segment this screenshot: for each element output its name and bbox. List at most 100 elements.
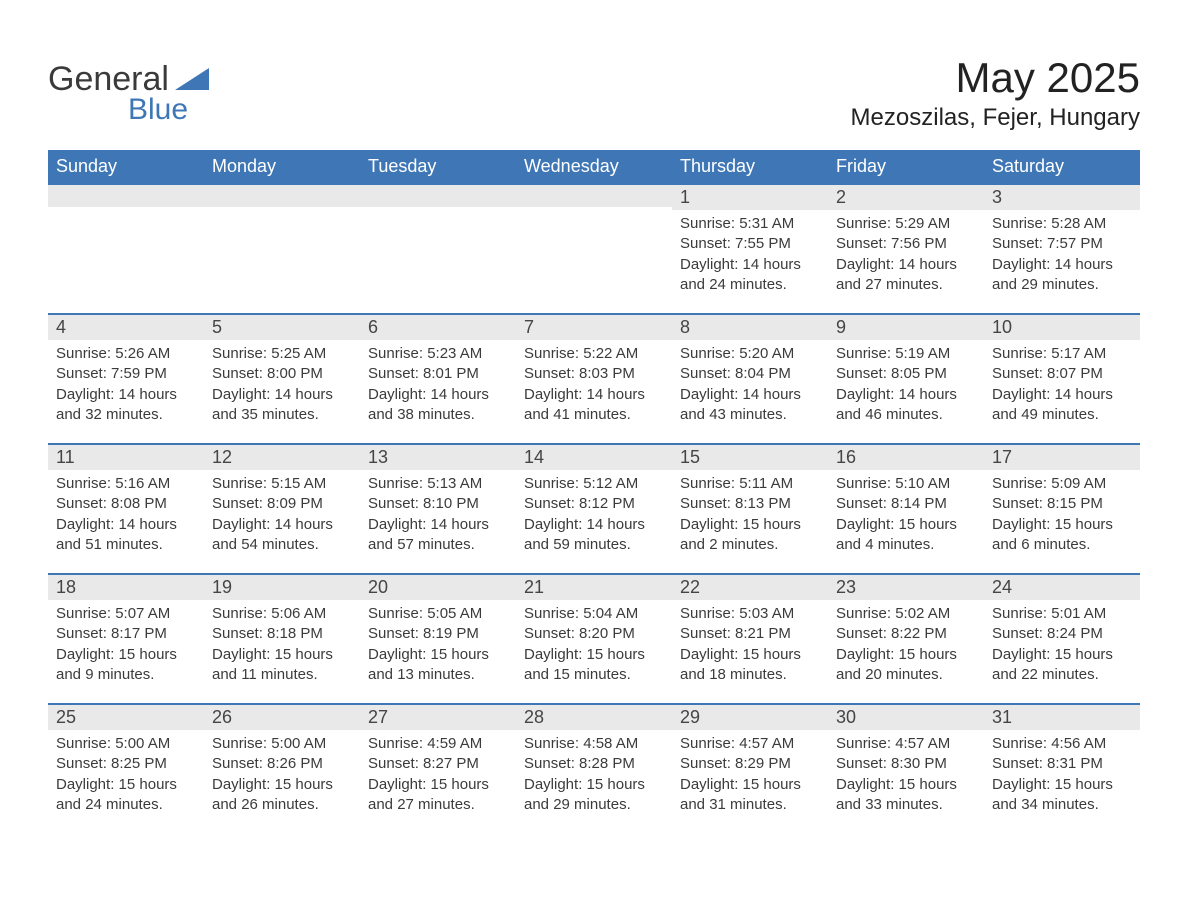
day-detail-line: Sunset: 8:08 PM	[56, 494, 196, 514]
day-detail-line: Sunset: 8:28 PM	[524, 754, 664, 774]
day-detail-line: Daylight: 15 hours and 29 minutes.	[524, 775, 664, 816]
day-number: 31	[984, 705, 1140, 730]
day-detail-line: Daylight: 14 hours and 32 minutes.	[56, 385, 196, 426]
day-detail-line: Sunrise: 5:25 AM	[212, 344, 352, 364]
day-detail-line: Sunset: 8:24 PM	[992, 624, 1132, 644]
title-block: May 2025 Mezoszilas, Fejer, Hungary	[851, 40, 1140, 142]
calendar-cell: 17Sunrise: 5:09 AMSunset: 8:15 PMDayligh…	[984, 444, 1140, 574]
day-detail-line: Sunrise: 5:17 AM	[992, 344, 1132, 364]
day-details: Sunrise: 5:20 AMSunset: 8:04 PMDaylight:…	[672, 340, 828, 433]
calendar-cell: 13 Sunrise: 5:13 AMSunset: 8:10 PMDayligh…	[360, 444, 516, 574]
page-header: General Blue May 2025 Mezoszilas, Fejer,…	[48, 40, 1140, 142]
day-detail-line: Daylight: 14 hours and 57 minutes.	[368, 515, 508, 556]
calendar-cell: 22Sunrise: 5:03 AMSunset: 8:21 PMDayligh…	[672, 574, 828, 704]
day-number: 16	[828, 445, 984, 470]
calendar-head: SundayMondayTuesdayWednesdayThursdayFrid…	[48, 150, 1140, 184]
calendar-week: 11Sunrise: 5:16 AMSunset: 8:08 PMDayligh…	[48, 444, 1140, 574]
day-details: Sunrise: 5:22 AMSunset: 8:03 PMDaylight:…	[516, 340, 672, 433]
day-detail-line: Sunset: 8:21 PM	[680, 624, 820, 644]
day-number: 27	[360, 705, 516, 730]
day-detail-line: Daylight: 14 hours and 27 minutes.	[836, 255, 976, 296]
day-detail-line: Sunrise: 5:13 AM	[368, 474, 508, 494]
calendar-cell: 21Sunrise: 5:04 AMSunset: 8:20 PMDayligh…	[516, 574, 672, 704]
day-detail-line: Sunrise: 5:04 AM	[524, 604, 664, 624]
day-detail-line: Sunrise: 5:03 AM	[680, 604, 820, 624]
day-detail-line: Daylight: 15 hours and 31 minutes.	[680, 775, 820, 816]
day-detail-line: Daylight: 15 hours and 22 minutes.	[992, 645, 1132, 686]
day-detail-line: Sunset: 8:00 PM	[212, 364, 352, 384]
day-detail-line: Sunset: 8:04 PM	[680, 364, 820, 384]
calendar-week: 4Sunrise: 5:26 AMSunset: 7:59 PMDaylight…	[48, 314, 1140, 444]
day-detail-line: Daylight: 15 hours and 24 minutes.	[56, 775, 196, 816]
day-detail-line: Daylight: 15 hours and 13 minutes.	[368, 645, 508, 686]
day-number: 14	[516, 445, 672, 470]
day-details: Sunrise: 5:31 AMSunset: 7:55 PMDaylight:…	[672, 210, 828, 303]
calendar-cell: 2Sunrise: 5:29 AMSunset: 7:56 PMDaylight…	[828, 184, 984, 314]
day-details: Sunrise: 5:05 AMSunset: 8:19 PMDaylight:…	[360, 600, 516, 693]
day-details: Sunrise: 5:10 AMSunset: 8:14 PMDaylight:…	[828, 470, 984, 563]
day-detail-line: Sunrise: 5:23 AM	[368, 344, 508, 364]
day-detail-line: Sunrise: 4:59 AM	[368, 734, 508, 754]
day-detail-line: Sunrise: 5:07 AM	[56, 604, 196, 624]
day-number: 3	[984, 185, 1140, 210]
day-detail-line: Sunrise: 5:20 AM	[680, 344, 820, 364]
day-detail-line: Sunset: 7:59 PM	[56, 364, 196, 384]
day-detail-line: Daylight: 14 hours and 49 minutes.	[992, 385, 1132, 426]
calendar-week: 1Sunrise: 5:31 AMSunset: 7:55 PMDaylight…	[48, 184, 1140, 314]
day-number: 12	[204, 445, 360, 470]
day-detail-line: Sunrise: 5:01 AM	[992, 604, 1132, 624]
calendar-cell: 26Sunrise: 5:00 AMSunset: 8:26 PMDayligh…	[204, 704, 360, 834]
day-detail-line: Sunrise: 5:12 AM	[524, 474, 664, 494]
day-detail-line: Sunrise: 4:57 AM	[836, 734, 976, 754]
day-details: Sunrise: 4:56 AMSunset: 8:31 PMDaylight:…	[984, 730, 1140, 823]
day-detail-line: Sunset: 8:22 PM	[836, 624, 976, 644]
weekday-header: Monday	[204, 150, 360, 184]
day-number: 4	[48, 315, 204, 340]
day-detail-line: Sunset: 8:20 PM	[524, 624, 664, 644]
calendar-body: 1Sunrise: 5:31 AMSunset: 7:55 PMDaylight…	[48, 184, 1140, 834]
calendar-cell: 3Sunrise: 5:28 AMSunset: 7:57 PMDaylight…	[984, 184, 1140, 314]
day-details	[204, 207, 360, 287]
calendar-cell: 4Sunrise: 5:26 AMSunset: 7:59 PMDaylight…	[48, 314, 204, 444]
calendar-week: 18Sunrise: 5:07 AMSunset: 8:17 PMDayligh…	[48, 574, 1140, 704]
calendar-cell: 7Sunrise: 5:22 AMSunset: 8:03 PMDaylight…	[516, 314, 672, 444]
calendar-cell: 11Sunrise: 5:16 AMSunset: 8:08 PMDayligh…	[48, 444, 204, 574]
day-details: Sunrise: 5:06 AMSunset: 8:18 PMDaylight:…	[204, 600, 360, 693]
day-detail-line: Daylight: 15 hours and 26 minutes.	[212, 775, 352, 816]
day-details: Sunrise: 5:09 AMSunset: 8:15 PMDaylight:…	[984, 470, 1140, 563]
day-number: 28	[516, 705, 672, 730]
calendar-cell: 31Sunrise: 4:56 AMSunset: 8:31 PMDayligh…	[984, 704, 1140, 834]
day-details: Sunrise: 5:03 AMSunset: 8:21 PMDaylight:…	[672, 600, 828, 693]
day-details: Sunrise: 5:15 AMSunset: 8:09 PMDaylight:…	[204, 470, 360, 563]
day-details: Sunrise: 5:16 AMSunset: 8:08 PMDaylight:…	[48, 470, 204, 563]
day-detail-line: Daylight: 14 hours and 24 minutes.	[680, 255, 820, 296]
day-number: 29	[672, 705, 828, 730]
day-detail-line: Sunset: 8:25 PM	[56, 754, 196, 774]
day-details: Sunrise: 5:19 AMSunset: 8:05 PMDaylight:…	[828, 340, 984, 433]
day-number: 13	[360, 445, 516, 470]
day-detail-line: Sunrise: 5:28 AM	[992, 214, 1132, 234]
day-detail-line: Daylight: 14 hours and 35 minutes.	[212, 385, 352, 426]
day-number: 17	[984, 445, 1140, 470]
calendar-cell: 29Sunrise: 4:57 AMSunset: 8:29 PMDayligh…	[672, 704, 828, 834]
day-detail-line: Sunset: 8:18 PM	[212, 624, 352, 644]
day-number: 1	[672, 185, 828, 210]
day-details: Sunrise: 5:04 AMSunset: 8:20 PMDaylight:…	[516, 600, 672, 693]
calendar-cell: 12Sunrise: 5:15 AMSunset: 8:09 PMDayligh…	[204, 444, 360, 574]
day-detail-line: Daylight: 15 hours and 33 minutes.	[836, 775, 976, 816]
day-detail-line: Daylight: 15 hours and 15 minutes.	[524, 645, 664, 686]
day-detail-line: Sunset: 8:19 PM	[368, 624, 508, 644]
day-detail-line: Daylight: 14 hours and 43 minutes.	[680, 385, 820, 426]
day-number: 25	[48, 705, 204, 730]
day-detail-line: Sunset: 8:10 PM	[368, 494, 508, 514]
day-detail-line: Sunset: 8:17 PM	[56, 624, 196, 644]
day-details: Sunrise: 4:58 AMSunset: 8:28 PMDaylight:…	[516, 730, 672, 823]
calendar-cell: 30Sunrise: 4:57 AMSunset: 8:30 PMDayligh…	[828, 704, 984, 834]
day-detail-line: Daylight: 14 hours and 59 minutes.	[524, 515, 664, 556]
day-number: 5	[204, 315, 360, 340]
calendar-cell: 27Sunrise: 4:59 AMSunset: 8:27 PMDayligh…	[360, 704, 516, 834]
calendar-week: 25Sunrise: 5:00 AMSunset: 8:25 PMDayligh…	[48, 704, 1140, 834]
day-detail-line: Sunset: 8:27 PM	[368, 754, 508, 774]
day-number: 6	[360, 315, 516, 340]
day-details: Sunrise: 4:57 AMSunset: 8:29 PMDaylight:…	[672, 730, 828, 823]
